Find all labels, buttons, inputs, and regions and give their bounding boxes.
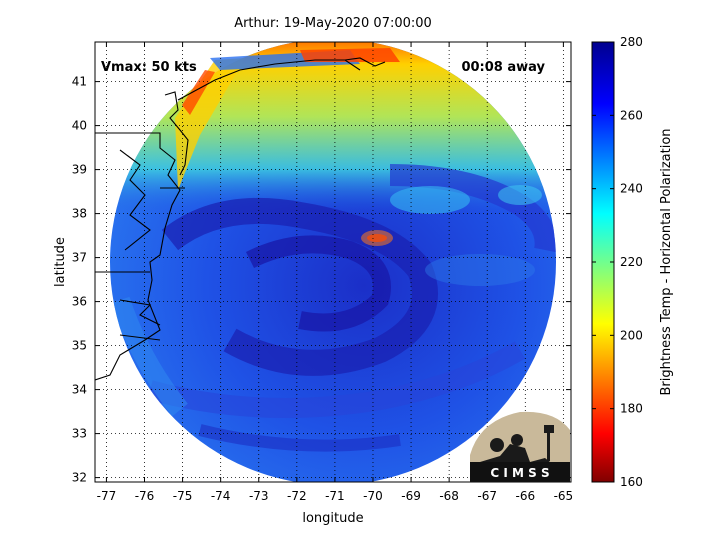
x-axis-label: longitude — [302, 511, 363, 526]
y-tick-label: 33 — [72, 427, 87, 441]
x-tick-label: -69 — [401, 489, 421, 503]
plot-border — [94, 41, 572, 483]
logo-text: C I M S S — [490, 466, 549, 480]
x-tick-label: -75 — [173, 489, 193, 503]
x-tick-label: -65 — [554, 489, 574, 503]
colorbar-tick-label: 240 — [620, 182, 643, 196]
time-offset-annotation: 00:08 away — [461, 60, 545, 75]
coastline — [95, 57, 386, 381]
x-tick-label: -68 — [439, 489, 459, 503]
swath-image — [110, 42, 556, 482]
y-tick-label: 40 — [72, 119, 87, 133]
x-tick-label: -73 — [249, 489, 269, 503]
y-tick-label: 37 — [72, 251, 87, 265]
colorbar-tick-label: 220 — [620, 255, 643, 269]
cimss-logo: C I M S S — [470, 411, 570, 482]
x-tick-label: -76 — [135, 489, 155, 503]
y-tick-label: 38 — [72, 207, 87, 221]
x-tick-label: -72 — [287, 489, 307, 503]
x-tick-label: -67 — [477, 489, 497, 503]
y-tick-label: 32 — [72, 471, 87, 485]
colorbar-tick-label: 260 — [620, 108, 643, 122]
chart-title: Arthur: 19-May-2020 07:00:00 — [234, 16, 432, 31]
colorbar-label: Brightness Temp - Horizontal Polarizatio… — [659, 128, 674, 395]
y-axis-label: latitude — [53, 237, 68, 287]
x-tick-label: -66 — [515, 489, 535, 503]
y-tick-label: 35 — [72, 339, 87, 353]
x-tick-label: -71 — [325, 489, 345, 503]
x-tick-label: -70 — [363, 489, 383, 503]
colorbar-tick-label: 200 — [620, 328, 643, 342]
y-tick-label: 41 — [72, 75, 87, 89]
y-axis: 32 33 34 35 36 37 38 39 40 41 — [72, 75, 571, 485]
y-tick-label: 39 — [72, 163, 87, 177]
colorbar: 160 180 200 220 240 260 280 Brightness Temp - … — [591, 35, 674, 489]
y-tick-label: 36 — [72, 295, 87, 309]
vmax-annotation: Vmax: 50 kts — [101, 60, 197, 75]
x-axis: -77 -76 -75 -74 -73 -72 -71 -70 -69 -68 -67 -66 -65 — [97, 42, 574, 503]
x-tick-label: -74 — [211, 489, 231, 503]
colorbar-tick-label: 180 — [620, 402, 643, 416]
y-tick-label: 34 — [72, 383, 87, 397]
colorbar-tick-label: 280 — [620, 35, 643, 49]
x-tick-label: -77 — [97, 489, 117, 503]
colorbar-tick-label: 160 — [620, 475, 643, 489]
grid-lines — [95, 42, 571, 482]
